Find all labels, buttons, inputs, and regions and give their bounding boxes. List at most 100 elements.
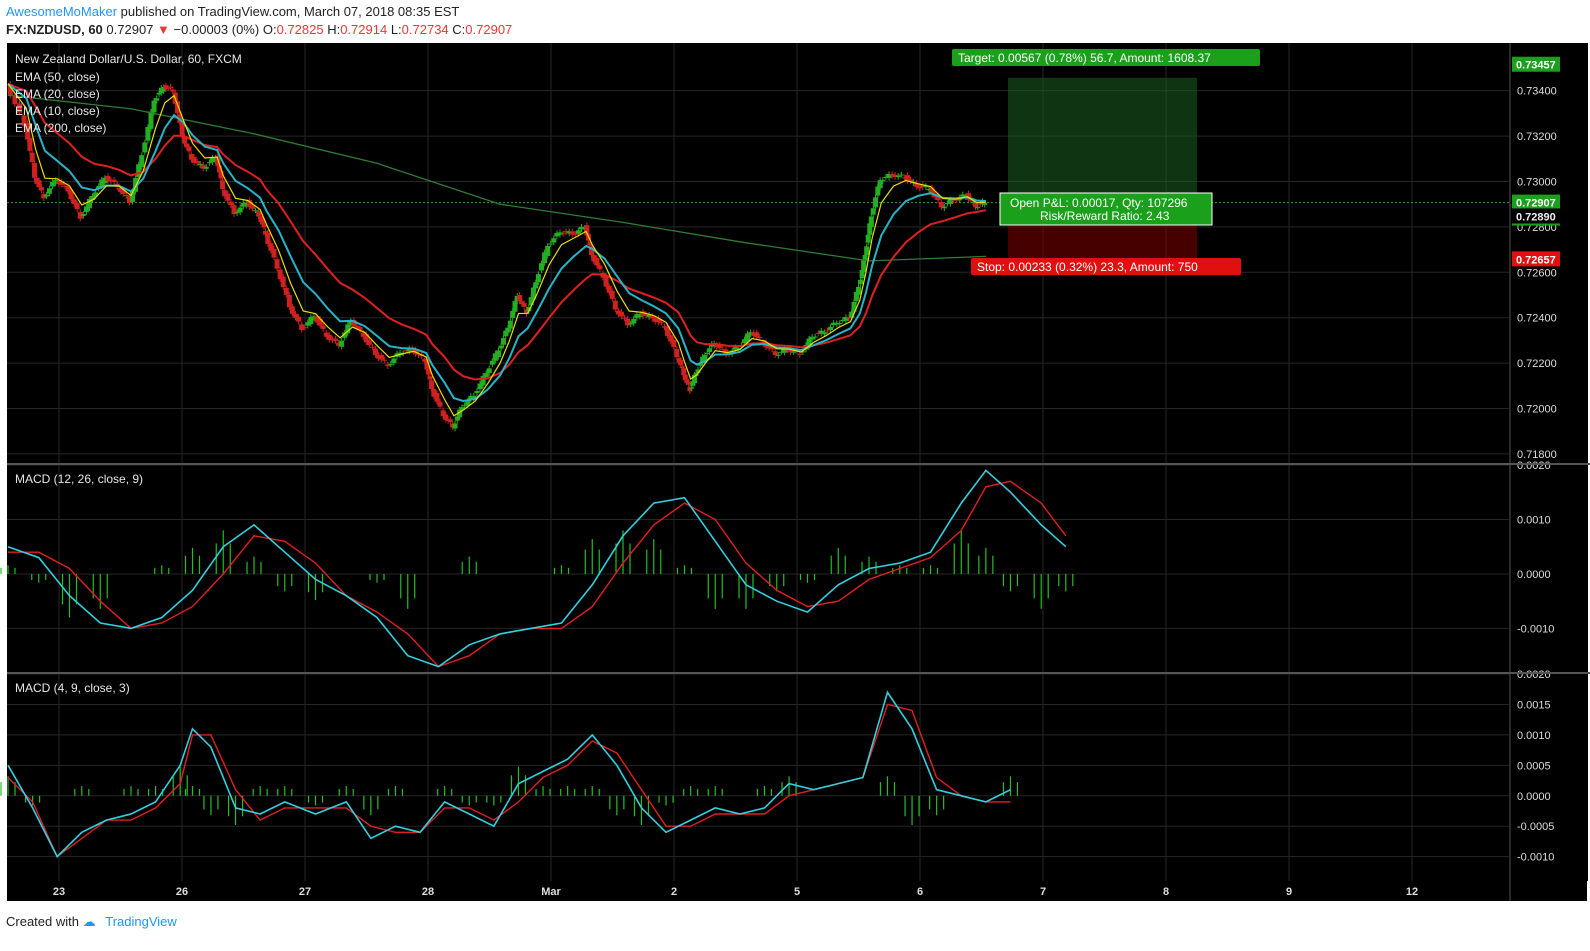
candle-body <box>90 196 96 200</box>
candle-body <box>908 179 914 182</box>
footer: Created with ☁ TradingView <box>6 914 177 930</box>
candle-body <box>935 195 941 201</box>
candle-body <box>53 180 59 184</box>
candle-body <box>145 127 151 141</box>
candle-body <box>684 380 690 383</box>
macd-line-2 <box>7 690 1011 858</box>
candle-body <box>151 100 157 113</box>
candle-body <box>206 162 212 164</box>
author-link[interactable]: AwesomeMoMaker <box>6 4 118 19</box>
candle-body <box>886 173 892 178</box>
candle-body <box>186 146 192 152</box>
risk-reward-label: Risk/Reward Ratio: 2.43 <box>1040 209 1170 223</box>
candle-body <box>806 338 812 347</box>
candle-body <box>828 326 834 330</box>
candle-body <box>317 318 323 326</box>
candle-body <box>136 164 142 178</box>
candle-body <box>898 174 904 176</box>
target-label-box <box>952 49 1260 66</box>
candle-body <box>929 187 935 195</box>
candle-body <box>277 269 283 280</box>
candle-body <box>870 208 876 215</box>
candle-body <box>754 332 760 337</box>
candle-body <box>622 317 628 319</box>
candle-body <box>524 309 530 315</box>
candle-body <box>305 322 311 326</box>
candle-body <box>492 353 498 361</box>
candle-body <box>500 338 506 345</box>
candle-body <box>249 205 255 209</box>
candle-body <box>970 201 976 203</box>
chart-area[interactable]: 23 26 27 28 Mar 2 5 6 7 8 9 12 0.73400 0.73200 0.73000… <box>0 43 1590 911</box>
candle-body <box>454 416 460 421</box>
close-value: 0.72907 <box>465 22 513 37</box>
candle-body <box>772 351 778 355</box>
candle-body <box>714 344 720 348</box>
candle-body <box>587 242 593 246</box>
candle-body <box>751 332 757 336</box>
candle-body <box>175 101 181 114</box>
candle-body <box>853 292 859 301</box>
candle-body <box>474 391 480 394</box>
pane-background-2 <box>7 674 1510 881</box>
candle-body <box>821 332 827 335</box>
pane-background-1 <box>7 465 1510 672</box>
candle-body <box>649 315 655 319</box>
candle-body <box>429 380 435 389</box>
candle-body <box>77 211 83 219</box>
price-tick-label: 0.73400 <box>1517 86 1557 98</box>
candle-body <box>7 83 13 96</box>
candle-body <box>256 211 262 217</box>
candle-body <box>530 287 536 300</box>
candle-body <box>846 317 852 319</box>
candle-body <box>578 226 584 230</box>
candle-body <box>363 334 369 343</box>
candle-body <box>181 136 187 144</box>
date-tick-label: 7 <box>1040 886 1046 898</box>
ema20-line <box>7 83 986 403</box>
candle-body <box>512 301 518 312</box>
price-axis-background-1 <box>1510 465 1588 672</box>
candle-body <box>179 122 185 137</box>
close-label: C: <box>452 22 466 37</box>
candle-body <box>545 245 551 256</box>
candle-body <box>283 287 289 295</box>
target-price-tag-box <box>1512 56 1560 72</box>
candle-body <box>219 180 225 190</box>
time-axis-background <box>7 881 1587 901</box>
candle-body <box>671 339 677 348</box>
open-label: O: <box>262 22 277 37</box>
tradingview-link[interactable]: TradingView <box>105 914 177 929</box>
candle-body <box>732 347 738 350</box>
candle-body <box>105 176 111 182</box>
candle-body <box>609 290 615 299</box>
candle-body <box>849 311 855 318</box>
candle-body <box>941 206 947 209</box>
candle-body <box>65 185 71 192</box>
candle-body <box>791 351 797 353</box>
chart-title: New Zealand Dollar/U.S. Dollar, 60, FXCM <box>15 52 242 66</box>
candle-body <box>901 177 907 179</box>
legend-entry: EMA (20, close) <box>15 87 100 101</box>
candle-body <box>302 327 308 329</box>
ema10-line <box>7 83 986 417</box>
price-tick-label: 0.73200 <box>1517 131 1557 143</box>
open-value: 0.72825 <box>276 22 324 37</box>
price-tick-label: 0.72000 <box>1517 404 1557 416</box>
candle-body <box>296 316 302 322</box>
target-price-tag: 0.73457 <box>1516 60 1556 72</box>
candle-body <box>83 206 89 213</box>
candle-body <box>237 207 243 213</box>
open-pl-label: Open P&L: 0.00017, Qty: 107296 <box>1010 196 1188 210</box>
candle-body <box>203 166 209 169</box>
candle-body <box>427 376 433 380</box>
macd-title-2: MACD (4, 9, close, 3) <box>15 681 130 695</box>
candle-body <box>597 265 603 270</box>
candle-body <box>489 360 495 365</box>
candle-body <box>99 179 105 187</box>
candle-body <box>628 323 634 325</box>
candle-body <box>591 255 597 262</box>
candle-body <box>926 189 932 191</box>
candle-body <box>56 181 62 184</box>
candle-body <box>480 376 486 386</box>
